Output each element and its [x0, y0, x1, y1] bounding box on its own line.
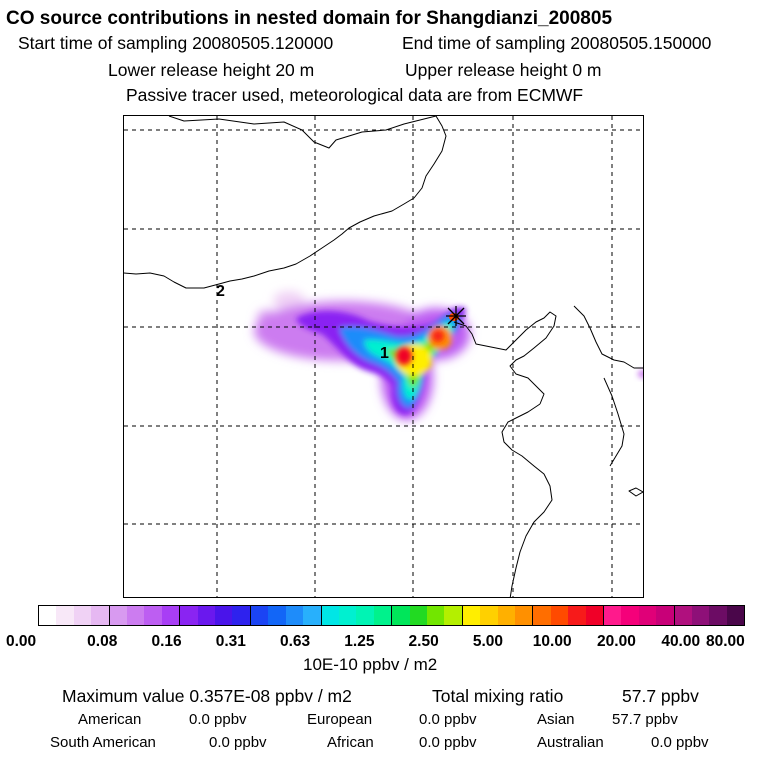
colorbar-segment [197, 606, 216, 625]
border-north [168, 116, 437, 149]
colorbar-segment [480, 606, 498, 625]
colorbar-segment [73, 606, 92, 625]
colorbar-segment [709, 606, 727, 625]
colorbar-segment [550, 606, 569, 625]
coast-shandong [501, 403, 553, 597]
colorbar-segment [621, 606, 639, 625]
map-svg: 1 2 [124, 116, 643, 597]
colorbar-segment [180, 606, 198, 625]
colorbar-segment [462, 606, 481, 625]
source-american-name: American [78, 711, 142, 728]
colorbar [38, 605, 745, 626]
colorbar-segment [585, 606, 604, 625]
colorbar-segment [303, 606, 322, 625]
colorbar-segment [127, 606, 145, 625]
chart-title: CO source contributions in nested domain… [6, 8, 613, 29]
source-australian-name: Australian [537, 734, 604, 751]
colorbar-tick-label: 0.00 [6, 633, 37, 650]
colorbar-tick-label: 0.08 [87, 633, 118, 650]
colorbar-segment [444, 606, 463, 625]
colorbar-segment [250, 606, 269, 625]
source-asian-value: 57.7 ppbv [612, 711, 678, 728]
source-african-value: 0.0 ppbv [419, 734, 477, 751]
map-panel: 1 2 [123, 115, 644, 598]
colorbar-segment [338, 606, 357, 625]
source-australian-value: 0.0 ppbv [651, 734, 709, 751]
island-jeju [628, 487, 643, 497]
colorbar-tick-label: 0.16 [151, 633, 182, 650]
upper-release-label: Upper release height 0 m [405, 60, 602, 80]
plume-red-ne [432, 330, 444, 342]
colorbar-tick-label: 0.31 [215, 633, 246, 650]
total-mixing-value: 57.7 ppbv [622, 686, 699, 706]
colorbar-segment [409, 606, 427, 625]
colorbar-tick-label: 20.00 [597, 633, 636, 650]
source-european-name: European [307, 711, 373, 728]
coast-korea [573, 305, 643, 369]
total-mixing-label: Total mixing ratio [432, 686, 564, 706]
concentration-plume [254, 291, 643, 420]
end-time-label: End time of sampling 20080505.150000 [402, 33, 712, 53]
colorbar-tick-label: 80.00 [706, 633, 745, 650]
colorbar-segment [144, 606, 162, 625]
colorbar-segment [692, 606, 710, 625]
border-northeast [124, 116, 447, 289]
colorbar-tick-label: 5.00 [472, 633, 503, 650]
source-south-american-name: South American [50, 734, 156, 751]
colorbar-segment [426, 606, 445, 625]
colorbar-segment [568, 606, 586, 625]
tracer-note: Passive tracer used, meteorological data… [126, 85, 584, 105]
plume-east-edge [638, 370, 643, 378]
source-african-name: African [327, 734, 374, 751]
colorbar-segment [638, 606, 657, 625]
map-boundaries [124, 116, 643, 597]
colorbar-segment [356, 606, 374, 625]
colorbar-unit-label: 10E-10 ppbv / m2 [303, 655, 438, 674]
colorbar-segment [674, 606, 693, 625]
colorbar-segment [109, 606, 128, 625]
colorbar-segment [161, 606, 181, 625]
colorbar-tick-label: 10.00 [532, 633, 572, 650]
lower-release-label: Lower release height 20 m [108, 60, 315, 80]
map-label-2: 2 [216, 283, 225, 300]
source-south-american-value: 0.0 ppbv [209, 734, 267, 751]
colorbar-segment [392, 606, 410, 625]
source-european-value: 0.0 ppbv [419, 711, 477, 728]
colorbar-tick-label: 2.50 [408, 633, 439, 650]
colorbar-segment [39, 606, 57, 625]
colorbar-segment [604, 606, 622, 625]
maximum-value-label: Maximum value 0.357E-08 ppbv / m2 [62, 686, 352, 706]
colorbar-segment [726, 606, 745, 625]
colorbar-tick-label: 1.25 [344, 633, 375, 650]
start-time-label: Start time of sampling 20080505.120000 [18, 33, 334, 53]
map-grid [124, 116, 643, 597]
colorbar-tick-label: 0.63 [279, 633, 311, 650]
plume-core-red [396, 347, 412, 365]
coast-bohai [453, 311, 557, 405]
release-site-marker [446, 306, 466, 326]
colorbar-segment [215, 606, 233, 625]
colorbar-segment [514, 606, 534, 625]
colorbar-segment [321, 606, 339, 625]
colorbar-segment [497, 606, 515, 625]
colorbar-segment [285, 606, 304, 625]
source-asian-name: Asian [537, 711, 575, 728]
source-american-value: 0.0 ppbv [189, 711, 247, 728]
colorbar-segment [91, 606, 110, 625]
colorbar-segment [656, 606, 675, 625]
colorbar-segment [373, 606, 393, 625]
colorbar-segment [56, 606, 74, 625]
colorbar-segment [533, 606, 551, 625]
coast-korea-south [603, 377, 625, 467]
colorbar-segment [232, 606, 251, 625]
colorbar-segment [268, 606, 286, 625]
colorbar-tick-label: 40.00 [661, 633, 701, 650]
map-label-1: 1 [380, 345, 389, 362]
